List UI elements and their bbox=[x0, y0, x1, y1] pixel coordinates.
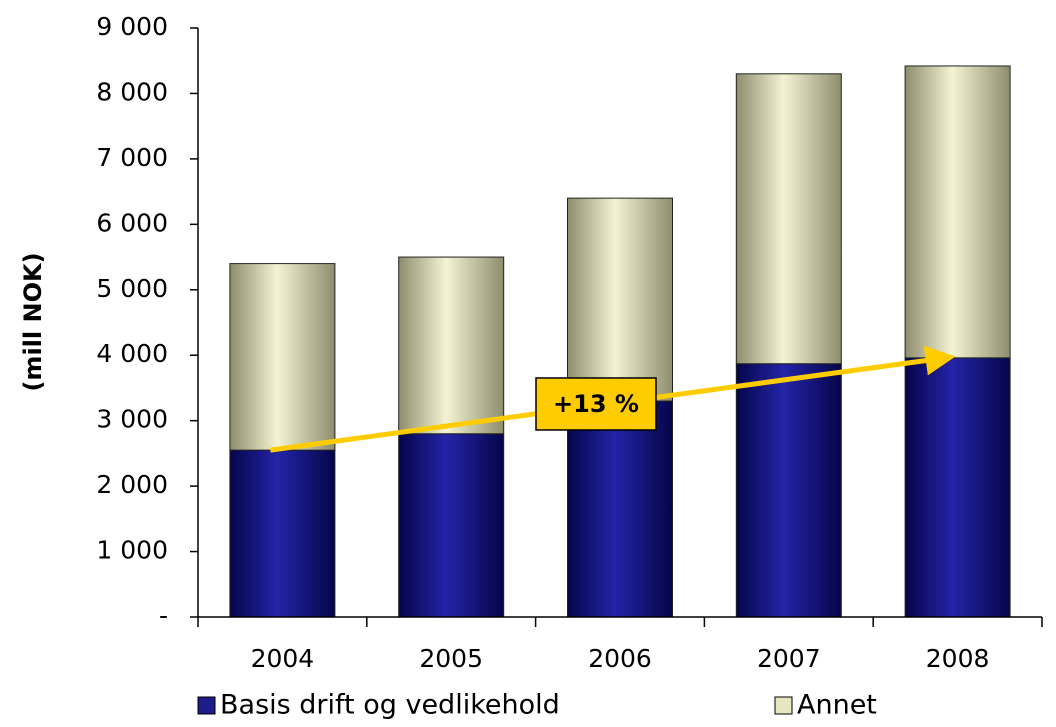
y-tick-label: 2 000 bbox=[96, 470, 168, 499]
bar-segment bbox=[904, 65, 1011, 359]
bar-segment bbox=[398, 433, 505, 618]
legend-swatch bbox=[197, 696, 216, 715]
y-tick-label: 3 000 bbox=[96, 405, 168, 434]
y-tick-label: 4 000 bbox=[96, 339, 168, 368]
bar-segment bbox=[735, 363, 842, 618]
bar-segment bbox=[229, 263, 336, 451]
bar-segment bbox=[229, 449, 336, 618]
y-tick-label: 8 000 bbox=[96, 77, 168, 106]
bar-segment bbox=[398, 256, 505, 435]
x-tick-label: 2006 bbox=[588, 644, 652, 673]
bar-segment bbox=[567, 400, 673, 618]
x-tick-label: 2004 bbox=[251, 644, 315, 673]
bar-segment bbox=[567, 197, 673, 402]
y-tick-label: 9 000 bbox=[96, 12, 168, 41]
legend-swatch bbox=[774, 696, 793, 715]
x-tick-label: 2008 bbox=[926, 644, 990, 673]
annotation: +13 % bbox=[553, 390, 639, 418]
legend-label: Basis drift og vedlikehold bbox=[220, 690, 560, 721]
x-tick-label: 2005 bbox=[419, 644, 483, 673]
y-tick-label: 7 000 bbox=[96, 143, 168, 172]
x-tick-label: 2007 bbox=[757, 644, 821, 673]
y-tick-label: 6 000 bbox=[96, 208, 168, 237]
y-tick-label: 1 000 bbox=[96, 536, 168, 565]
bar-segment bbox=[904, 357, 1011, 618]
y-axis-label: (mill NOK) bbox=[19, 252, 47, 391]
y-tick-label: 5 000 bbox=[96, 274, 168, 303]
y-tick-label: - bbox=[159, 601, 168, 630]
annotation-box bbox=[535, 377, 657, 431]
legend-label: Annet bbox=[797, 690, 877, 721]
bar-segment bbox=[735, 73, 842, 365]
